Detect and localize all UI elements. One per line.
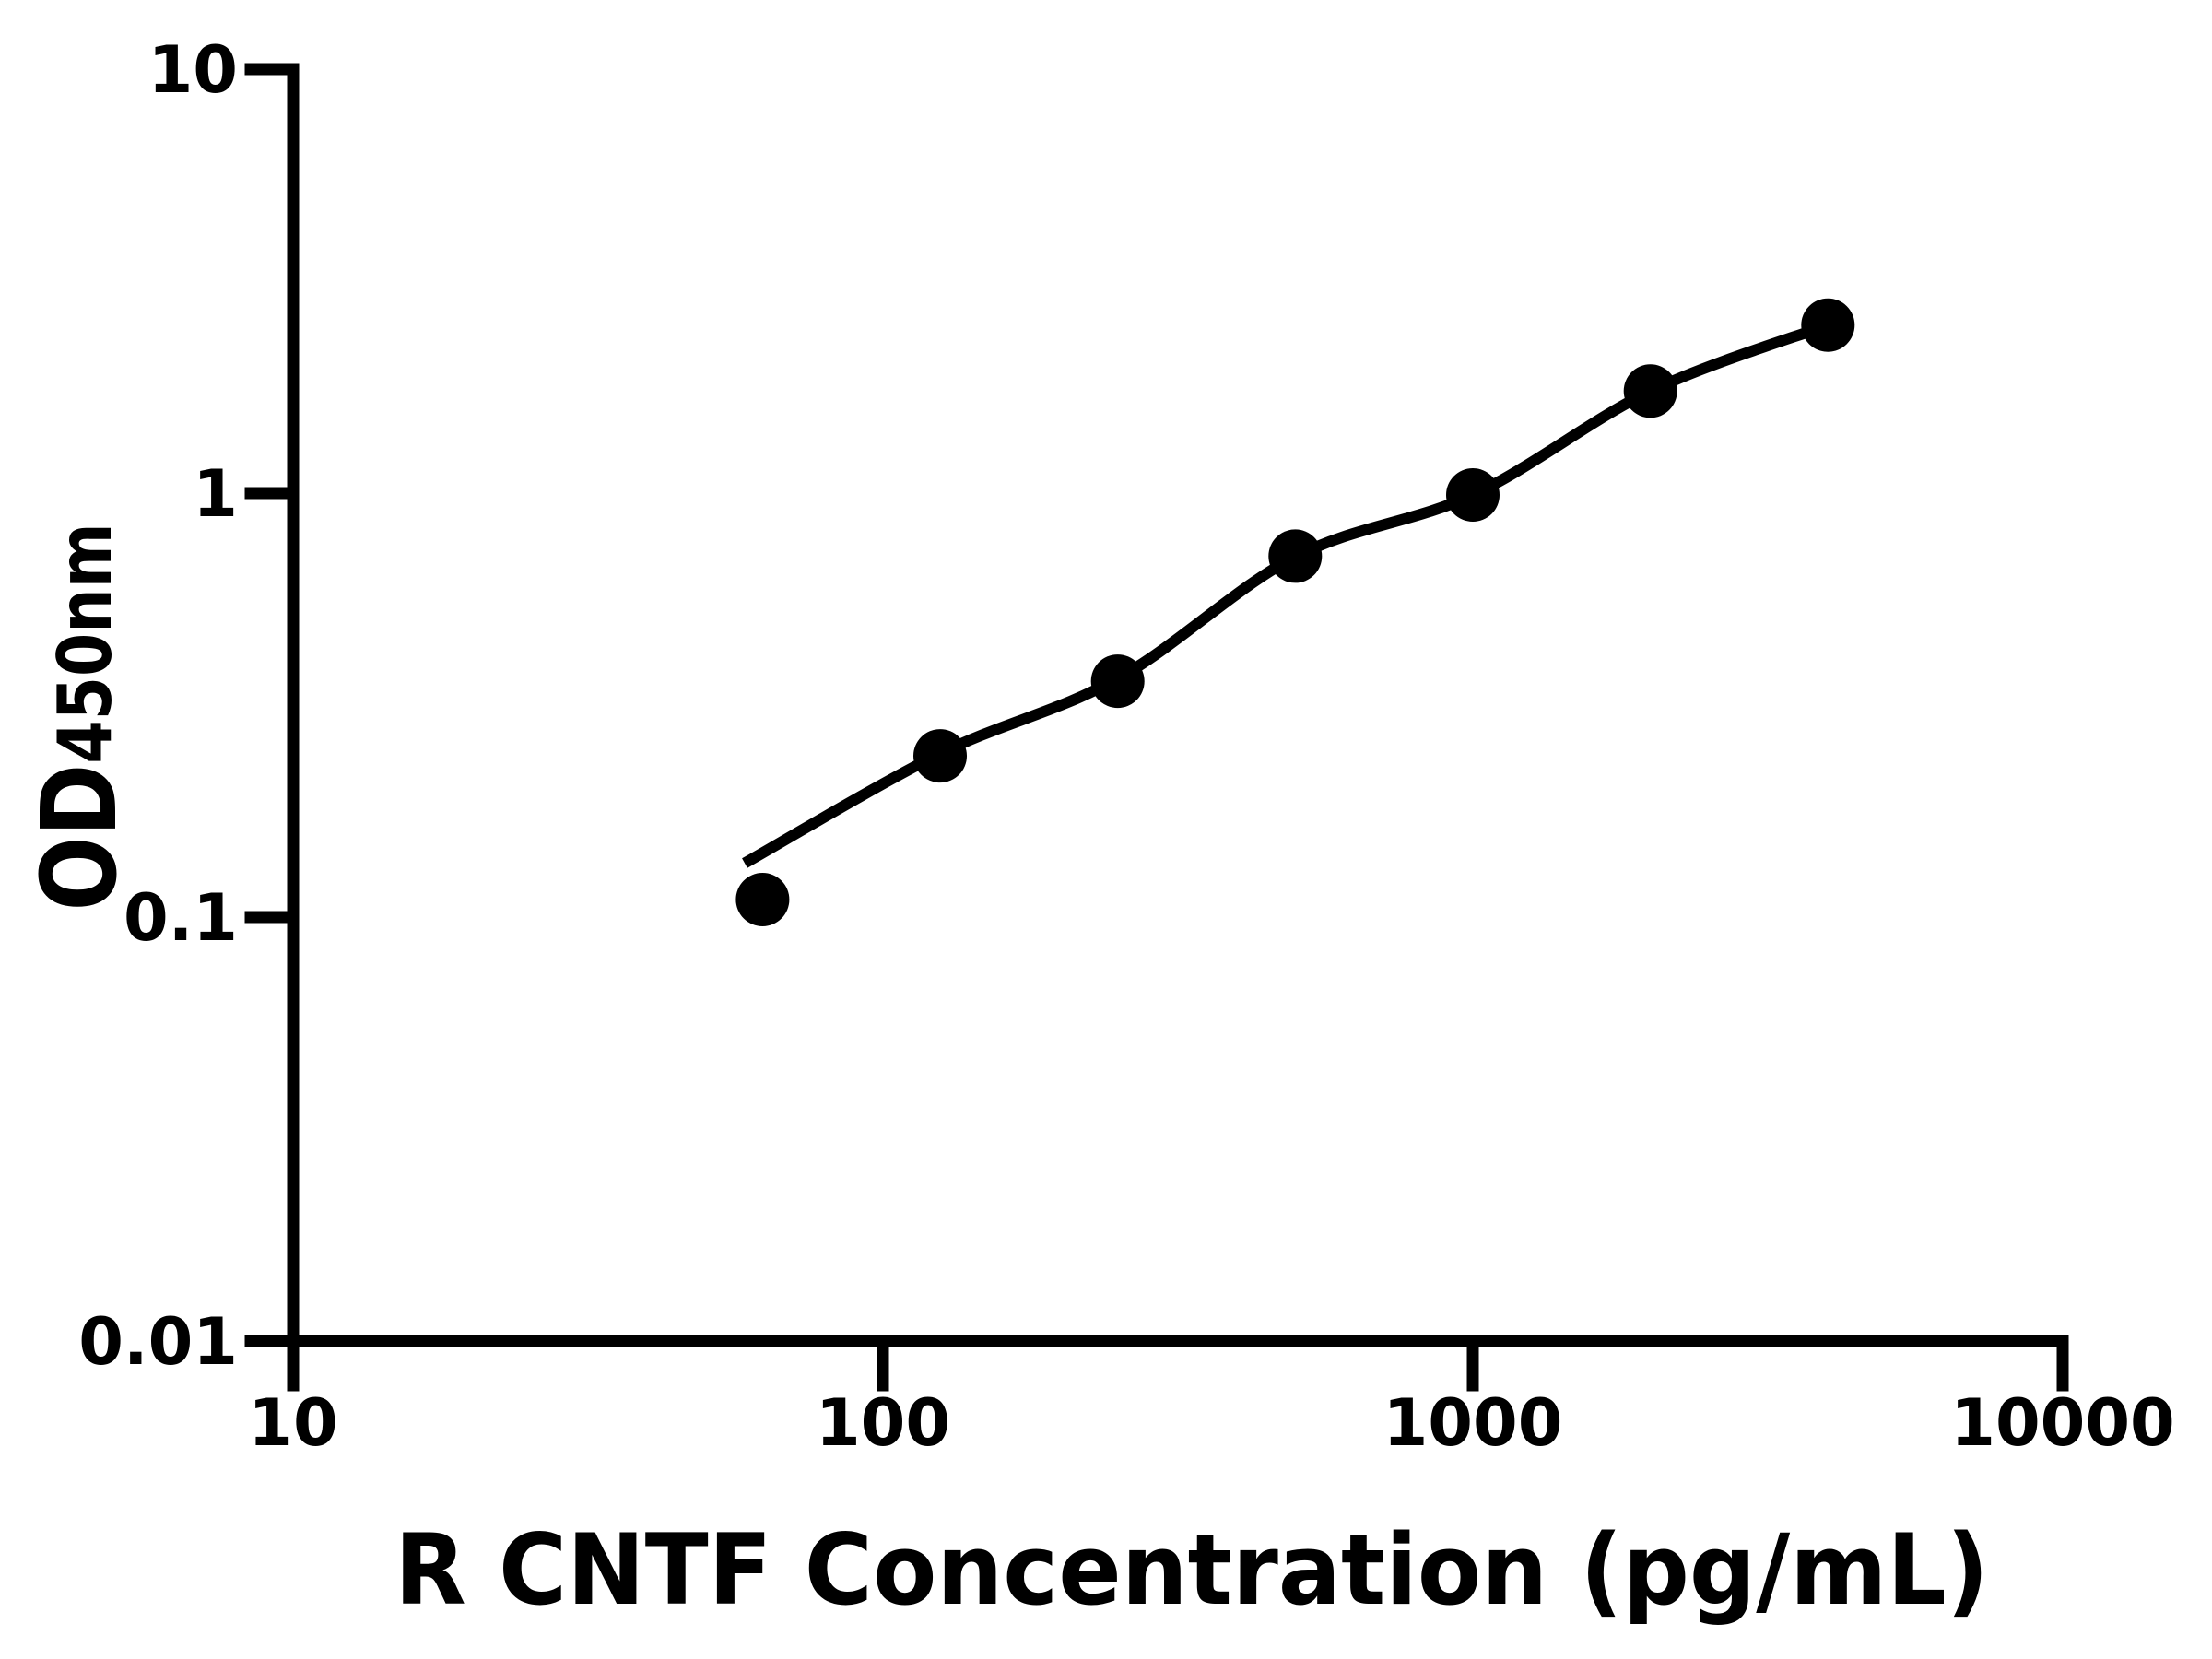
y-axis-title-subscript: 450nm xyxy=(42,523,129,763)
plot-content xyxy=(735,298,1855,926)
y-tick-label-10: 10 xyxy=(148,32,238,108)
x-tick-label-10: 10 xyxy=(248,1385,337,1461)
data-point-2000pgml xyxy=(1623,364,1677,418)
y-axis-title-main: OD xyxy=(20,764,140,912)
x-tick-label-100: 100 xyxy=(816,1385,950,1461)
y-axis-ticks xyxy=(244,63,293,1347)
x-axis-tick-labels: 10 100 1000 10000 xyxy=(248,1385,2174,1461)
x-tick-label-10000: 10000 xyxy=(1950,1385,2175,1461)
y-tick-label-0.01: 0.01 xyxy=(78,1304,238,1380)
data-point-250pgml xyxy=(1090,654,1145,709)
x-axis-title: R CNTF Concentration (pg/mL) xyxy=(394,1513,1989,1627)
y-tick-label-1: 1 xyxy=(193,456,238,532)
data-point-500pgml xyxy=(1268,529,1323,583)
y-axis-tick-labels: 0.01 0.1 1 10 xyxy=(78,32,238,1380)
data-point-125pgml xyxy=(913,729,967,783)
data-point-1000pgml xyxy=(1446,468,1500,522)
y-tick-label-0.1: 0.1 xyxy=(124,880,238,956)
x-tick-label-1000: 1000 xyxy=(1383,1385,1563,1461)
data-point-4000pgml xyxy=(1801,298,1855,352)
data-point-62.5pgml xyxy=(735,873,790,926)
axes xyxy=(287,63,2069,1347)
data-points xyxy=(735,298,1855,926)
y-axis-title: OD450nm xyxy=(20,523,140,911)
